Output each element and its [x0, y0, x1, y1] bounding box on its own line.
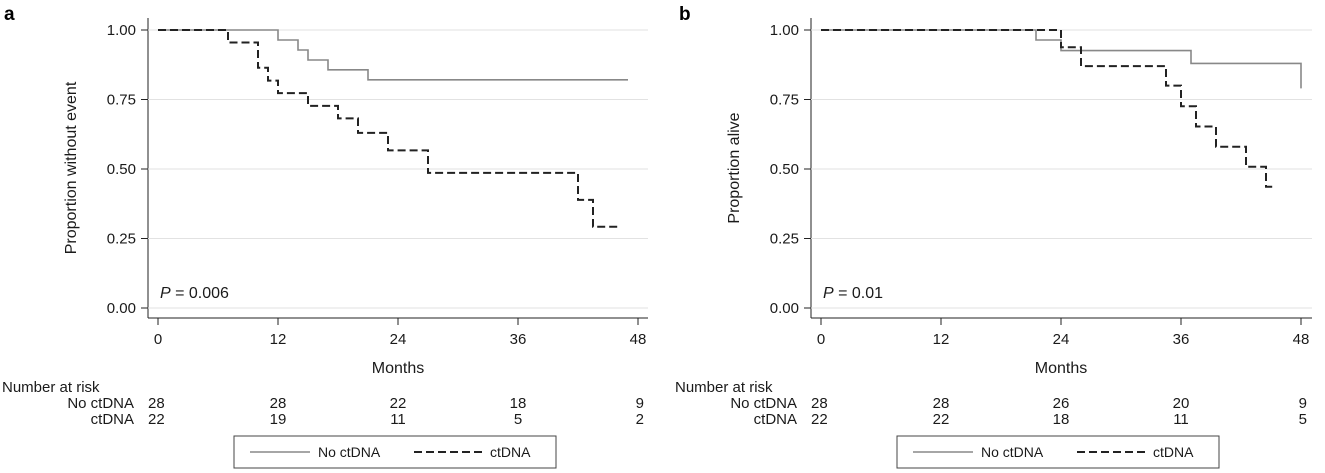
- risk-cell: 9: [636, 395, 644, 412]
- x-tick-label: 48: [1293, 331, 1310, 348]
- x-tick-label: 0: [154, 331, 162, 348]
- chart-panel-a: a 0.00 0.25 0.50 0.75 1.00 0 12 24 36 48 Months Prop…: [2, 4, 648, 468]
- risk-cell: 28: [811, 395, 828, 412]
- p-value-annotation: P = 0.006: [160, 285, 229, 302]
- x-tick-label: 24: [1053, 331, 1070, 348]
- legend-label-ctdna: ctDNA: [490, 444, 531, 460]
- y-tick-label: 0.75: [107, 92, 136, 109]
- series-line-ctdna: [158, 30, 618, 227]
- y-tick-label: 1.00: [107, 22, 136, 39]
- risk-cell: 11: [390, 411, 406, 428]
- risk-cell: 28: [270, 395, 287, 412]
- p-value-number: = 0.01: [834, 285, 883, 302]
- risk-row-label: No ctDNA: [67, 395, 134, 412]
- risk-cell: 18: [1053, 411, 1070, 428]
- panel-label: b: [679, 4, 691, 25]
- risk-cell: 22: [933, 411, 950, 428]
- p-value-annotation: P = 0.01: [823, 285, 883, 302]
- risk-cell: 28: [933, 395, 950, 412]
- p-value-symbol: P: [823, 285, 834, 302]
- x-axis-title: Months: [372, 360, 424, 377]
- risk-cell: 11: [1173, 411, 1189, 428]
- risk-cell: 9: [1299, 395, 1307, 412]
- series-line-no-ctdna: [821, 30, 1301, 88]
- risk-cell: 20: [1173, 395, 1190, 412]
- risk-cell: 19: [270, 411, 287, 428]
- series-line-ctdna: [821, 30, 1276, 187]
- p-value-symbol: P: [160, 285, 171, 302]
- risk-row-label: No ctDNA: [730, 395, 797, 412]
- x-tick-label: 36: [510, 331, 527, 348]
- x-axis-title: Months: [1035, 360, 1087, 377]
- panel-label: a: [4, 4, 15, 25]
- y-axis-title: Proportion alive: [726, 112, 743, 223]
- risk-cell: 18: [510, 395, 527, 412]
- y-axis-title: Proportion without event: [63, 81, 80, 254]
- x-tick-label: 48: [630, 331, 647, 348]
- risk-cell: 22: [148, 411, 165, 428]
- legend-label-ctdna: ctDNA: [1153, 444, 1194, 460]
- y-tick-label: 0.25: [770, 231, 799, 248]
- y-tick-label: 0.00: [770, 300, 799, 317]
- x-tick-label: 12: [270, 331, 287, 348]
- y-tick-label: 0.00: [107, 300, 136, 317]
- x-tick-label: 24: [390, 331, 407, 348]
- y-tick-label: 0.25: [107, 231, 136, 248]
- y-tick-label: 0.50: [107, 161, 136, 178]
- risk-table-title: Number at risk: [675, 379, 773, 396]
- risk-cell: 28: [148, 395, 165, 412]
- legend-label-no-ctdna: No ctDNA: [981, 444, 1044, 460]
- risk-cell: 2: [636, 411, 644, 428]
- risk-cell: 26: [1053, 395, 1070, 412]
- y-tick-label: 0.50: [770, 161, 799, 178]
- risk-cell: 22: [811, 411, 828, 428]
- risk-table-title: Number at risk: [2, 379, 100, 396]
- p-value-number: = 0.006: [171, 285, 229, 302]
- risk-cell: 5: [514, 411, 522, 428]
- y-tick-label: 0.75: [770, 92, 799, 109]
- x-tick-label: 36: [1173, 331, 1190, 348]
- y-tick-label: 1.00: [770, 22, 799, 39]
- risk-row-label: ctDNA: [91, 411, 134, 428]
- x-tick-label: 0: [817, 331, 825, 348]
- chart-panel-b: b 0.00 0.25 0.50 0.75 1.00 0 12 24 36 48 Months Prop…: [675, 4, 1312, 468]
- x-tick-label: 12: [933, 331, 950, 348]
- legend-label-no-ctdna: No ctDNA: [318, 444, 381, 460]
- risk-cell: 22: [390, 395, 407, 412]
- risk-cell: 5: [1299, 411, 1307, 428]
- risk-row-label: ctDNA: [754, 411, 797, 428]
